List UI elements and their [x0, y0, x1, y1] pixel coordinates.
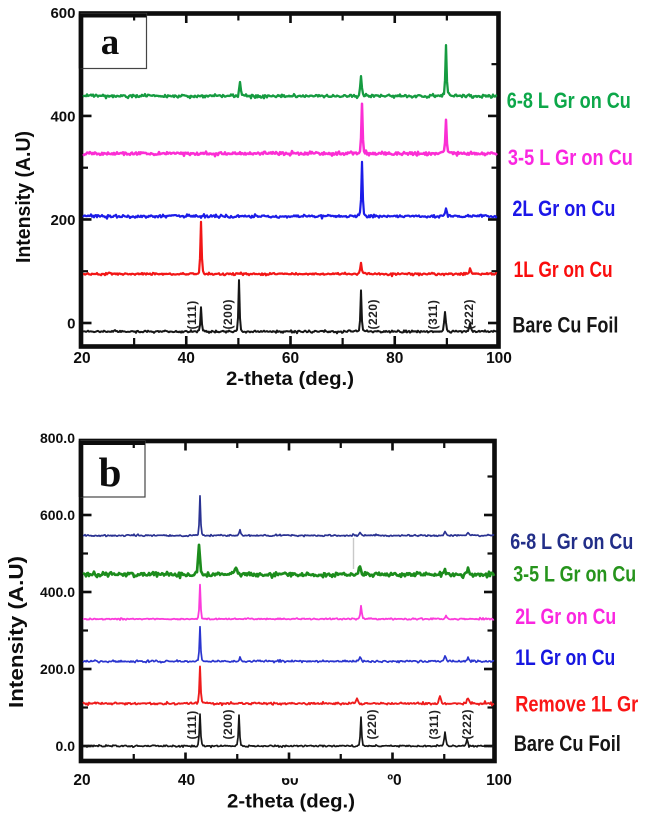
svg-text:3-5 L Gr on Cu: 3-5 L Gr on Cu: [508, 145, 633, 170]
svg-text:1L Gr on Cu: 1L Gr on Cu: [514, 257, 613, 282]
svg-text:1L Gr on Cu: 1L Gr on Cu: [515, 645, 615, 670]
svg-text:(311): (311): [426, 300, 440, 330]
svg-text:Intensity (A.U): Intensity (A.U): [6, 556, 28, 708]
svg-text:800.0: 800.0: [40, 430, 75, 446]
svg-text:Bare Cu Foil: Bare Cu Foil: [514, 731, 621, 756]
svg-text:6-8 L Gr on Cu: 6-8 L Gr on Cu: [510, 529, 633, 554]
svg-text:2L Gr on Cu: 2L Gr on Cu: [515, 604, 616, 629]
svg-text:3-5 L Gr on Cu: 3-5 L Gr on Cu: [513, 561, 636, 586]
svg-text:200: 200: [50, 212, 75, 229]
svg-text:(200): (200): [221, 709, 235, 740]
svg-text:80: 80: [386, 350, 403, 367]
svg-text:Bare Cu Foil: Bare Cu Foil: [512, 312, 618, 337]
svg-text:60: 60: [282, 350, 299, 367]
svg-text:(220): (220): [366, 299, 380, 330]
svg-text:(111): (111): [185, 710, 199, 739]
svg-text:600: 600: [50, 5, 75, 22]
svg-text:2-theta (deg.): 2-theta (deg.): [227, 791, 355, 813]
svg-text:2L Gr on Cu: 2L Gr on Cu: [512, 196, 615, 221]
svg-text:400.0: 400.0: [40, 584, 75, 600]
svg-text:200.0: 200.0: [40, 661, 75, 677]
svg-text:0.0: 0.0: [56, 738, 76, 754]
svg-text:Remove 1L Gr: Remove 1L Gr: [515, 692, 638, 717]
svg-text:a: a: [101, 22, 120, 63]
svg-text:20: 20: [73, 772, 90, 789]
svg-text:(222): (222): [462, 299, 476, 330]
svg-text:Intensity (A.U): Intensity (A.U): [12, 131, 35, 263]
svg-text:2-theta (deg.): 2-theta (deg.): [226, 368, 354, 390]
svg-text:100: 100: [486, 350, 512, 367]
svg-text:400: 400: [50, 108, 75, 125]
svg-text:(311): (311): [427, 710, 441, 740]
svg-text:(222): (222): [460, 709, 474, 740]
svg-text:º0: º0: [387, 772, 401, 789]
svg-text:100: 100: [486, 772, 512, 789]
svg-text:600.0: 600.0: [40, 507, 75, 523]
svg-text:0: 0: [67, 315, 75, 332]
svg-text:40: 40: [178, 772, 195, 789]
svg-text:6-8 L Gr on Cu: 6-8 L Gr on Cu: [507, 88, 631, 113]
svg-text:40: 40: [178, 350, 195, 367]
svg-text:(200): (200): [221, 299, 235, 330]
svg-text:20: 20: [73, 350, 90, 367]
svg-text:(111): (111): [185, 300, 199, 329]
svg-text:b: b: [99, 449, 122, 495]
svg-text:(220): (220): [365, 709, 379, 740]
